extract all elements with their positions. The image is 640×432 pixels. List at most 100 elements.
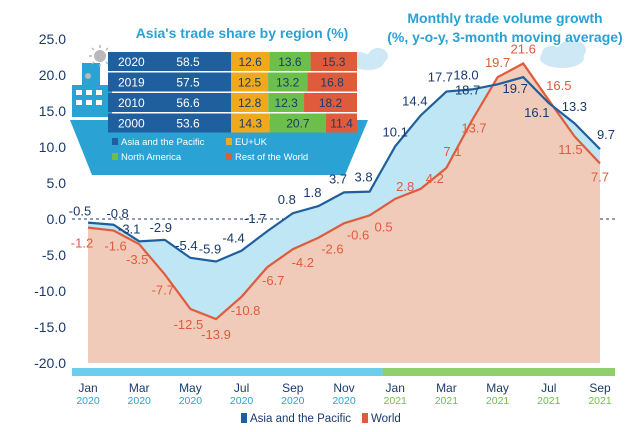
asia-point-label: 13.3: [562, 99, 587, 114]
share-value: 13.2: [276, 76, 300, 90]
asia-point-label: 19.7: [503, 81, 528, 96]
world-point-label: -13.9: [201, 327, 231, 342]
world-point-label: -10.8: [231, 303, 261, 318]
table-legend-label: Asia and the Pacific: [121, 137, 205, 148]
x-tick-year: 2021: [384, 395, 408, 407]
ship-window: [86, 100, 92, 105]
x-tick-month: Jan: [78, 381, 97, 395]
x-tick-year: 2021: [435, 395, 459, 407]
ship-window: [96, 90, 102, 95]
year-bar-2021: [382, 368, 615, 376]
year-bar-2020: [72, 368, 383, 376]
share-cell-asia: [108, 52, 231, 71]
y-tick-label: 10.0: [39, 139, 66, 155]
ship-illustration: [70, 45, 368, 175]
share-year: 2020: [118, 55, 145, 69]
x-tick-year: 2020: [332, 395, 356, 407]
share-cell-3: [307, 72, 357, 92]
asia-point-label: -5.4: [175, 238, 197, 253]
share-cell-1: [231, 52, 270, 71]
ship-funnel: [82, 63, 100, 87]
x-tick-month: Sep: [282, 381, 304, 395]
share-year: 2010: [118, 96, 145, 110]
asia-point-label: 14.4: [402, 93, 427, 108]
trade-share-table: 12.6 13.6 15.3 2020 58.5 12.5 13.2 16.8 2019 57.5…: [108, 52, 357, 133]
asia-point-label: -0.5: [69, 204, 91, 219]
asia-point-label: 17.7: [428, 70, 453, 85]
cloud-icon: [352, 48, 388, 70]
ship-hull: [70, 120, 368, 175]
asia-point-label: -2.9: [150, 220, 172, 235]
asia-point-label: 1.8: [303, 185, 321, 200]
share-value: 56.6: [176, 96, 200, 110]
x-tick-year: 2021: [588, 395, 612, 407]
share-value: 53.6: [176, 117, 200, 131]
share-cell-2: [268, 72, 308, 92]
share-cell-1: [231, 113, 270, 133]
world-point-label: 7.1: [443, 144, 461, 159]
world-point-label: 11.5: [558, 142, 582, 157]
x-tick-year: 2021: [537, 395, 561, 407]
table-legend-swatch: [226, 153, 232, 160]
share-cell-2: [268, 93, 305, 112]
table-legend-swatch: [112, 153, 118, 160]
share-year: 2019: [118, 76, 145, 90]
world-point-label: -1.6: [104, 239, 126, 254]
ship-window: [86, 90, 92, 95]
y-tick-label: -10.0: [34, 283, 66, 299]
x-tick-year: 2021: [486, 395, 510, 407]
asia-point-label: 18.0: [453, 67, 478, 82]
asia-point-label: 16.1: [524, 105, 549, 120]
world-point-label: -6.7: [262, 273, 284, 288]
asia-point-label: -0.8: [106, 206, 128, 221]
share-value: 13.6: [278, 55, 302, 69]
share-value: 11.4: [330, 117, 353, 131]
share-value: 18.2: [319, 96, 343, 110]
world-point-label: 13.7: [461, 120, 486, 135]
share-value: 57.5: [176, 76, 200, 90]
asia-point-label: 3.7: [329, 171, 347, 186]
cloud-icon: [540, 40, 586, 68]
chart-title: Monthly trade volume growth: [407, 10, 602, 26]
share-cell-2: [269, 113, 327, 133]
world-point-label: -12.5: [174, 317, 204, 332]
world-point-label: -1.2: [71, 236, 93, 251]
share-year: 2000: [118, 117, 145, 131]
share-cell-1: [231, 72, 269, 92]
share-cell-3: [326, 113, 357, 133]
x-tick-year: 2020: [76, 395, 100, 407]
asia-point-label: -3.1: [118, 221, 140, 236]
world-point-label: 16.5: [546, 78, 571, 93]
ship-window: [76, 90, 82, 95]
y-tick-label: 15.0: [39, 103, 66, 119]
x-tick-month: Jul: [234, 381, 249, 395]
world-point-label: -3.5: [126, 252, 148, 267]
asia-point-label: 0.8: [278, 192, 296, 207]
x-tick-month: Mar: [436, 381, 457, 395]
world-area: [88, 63, 600, 363]
share-cell-3: [304, 93, 357, 112]
table-legend-swatch: [226, 138, 232, 145]
table-legend-label: EU+UK: [235, 137, 268, 148]
share-value: 12.6: [238, 55, 262, 69]
sun-icon: [94, 50, 106, 62]
inset-title: Asia's trade share by region (%): [136, 25, 349, 41]
x-tick-year: 2020: [281, 395, 305, 407]
world-point-label: -0.6: [347, 227, 369, 242]
asia-point-label: 10.1: [383, 124, 408, 139]
share-cell-asia: [108, 72, 231, 92]
small-sun-icon: [85, 73, 91, 79]
table-legend-swatch: [112, 138, 118, 145]
x-tick-month: Nov: [333, 381, 354, 395]
share-value: 12.5: [238, 76, 262, 90]
y-tick-label: 25.0: [39, 31, 66, 47]
share-cell-asia: [108, 93, 231, 112]
world-point-label: 7.7: [591, 170, 609, 185]
share-cell-1: [231, 93, 269, 112]
asia-point-label: 18.7: [455, 82, 480, 97]
ship-window: [96, 100, 102, 105]
world-point-label: 0.5: [375, 219, 393, 234]
y-tick-label: 5.0: [47, 175, 67, 191]
share-value: 12.8: [238, 96, 262, 110]
